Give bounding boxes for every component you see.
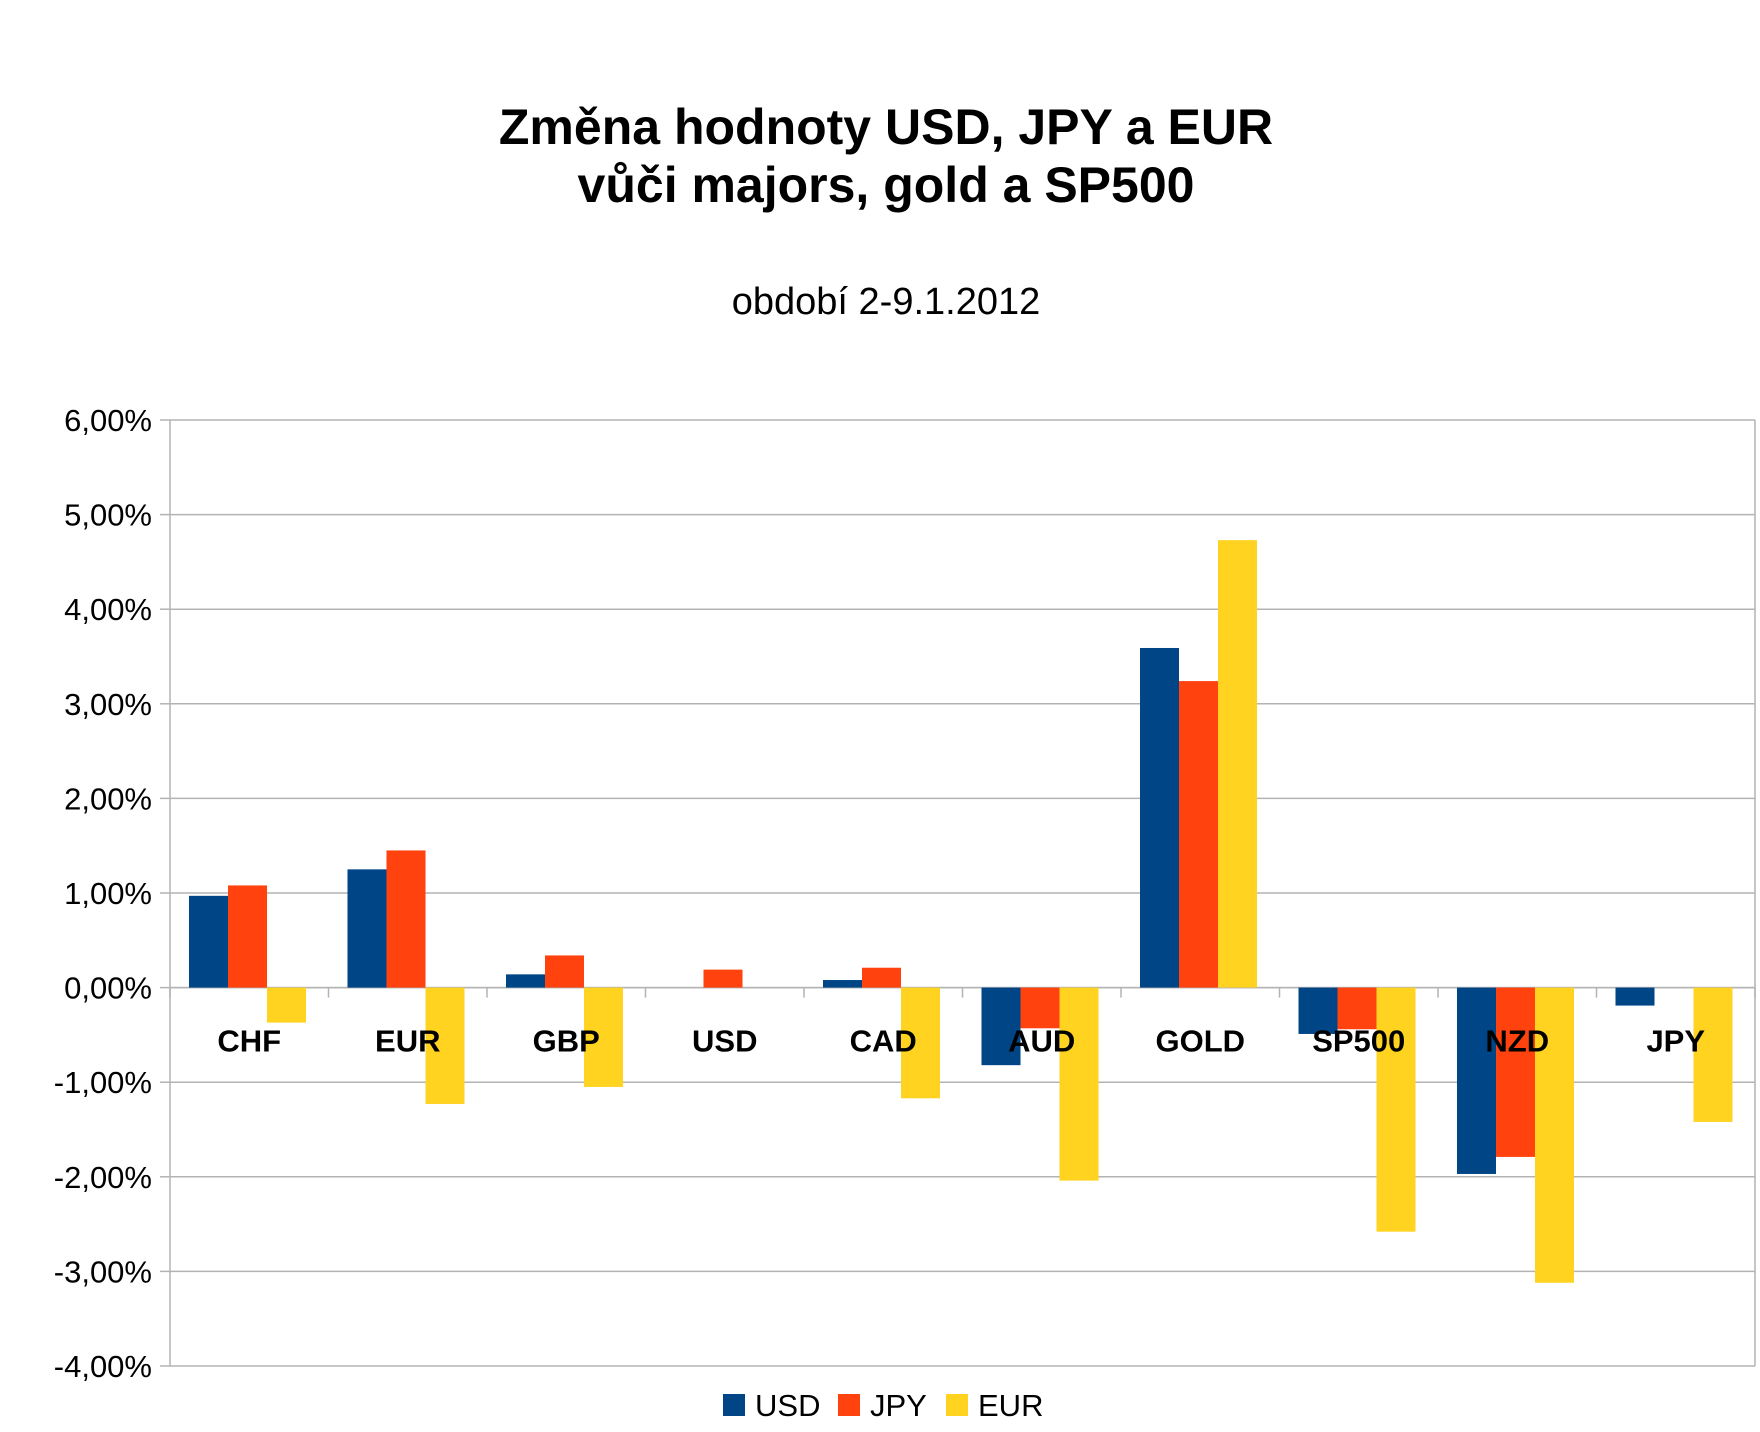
legend: USD JPY EUR <box>723 1388 1043 1423</box>
bar-jpy-gbp <box>545 955 584 988</box>
chart-subtitle: období 2-9.1.2012 <box>732 281 1041 323</box>
bar-jpy-chf <box>228 885 267 988</box>
category-label: CAD <box>850 1024 917 1059</box>
bar-jpy-sp500 <box>1337 987 1377 1030</box>
category-label: CHF <box>217 1024 281 1059</box>
legend-swatch-eur <box>946 1394 968 1416</box>
bar-usd-nzd <box>1457 987 1496 1174</box>
axes: 6,00% 5,00% 4,00% 3,00% 2,00% 1,00% 0,00% -1,00… <box>54 403 1756 1384</box>
legend-swatch-usd <box>723 1394 745 1416</box>
bar-usd-sp500 <box>1298 987 1338 1034</box>
category-label: NZD <box>1485 1024 1549 1059</box>
bar-usd-aud <box>981 987 1021 1066</box>
bar-jpy-nzd <box>1496 987 1535 1157</box>
bar-usd-chf <box>189 895 228 988</box>
bar-jpy-cad <box>862 967 901 988</box>
y-tick-label: 1,00% <box>64 876 152 911</box>
bar-jpy-usd <box>703 969 743 988</box>
bar-jpy-gold <box>1179 681 1218 988</box>
bar-eur-gold <box>1218 540 1257 988</box>
category-label: GBP <box>533 1024 600 1059</box>
y-tick-label: -2,00% <box>54 1160 152 1195</box>
legend-label: EUR <box>978 1388 1043 1423</box>
y-tick-label: -4,00% <box>54 1349 152 1384</box>
bar-eur-jpy <box>1693 987 1733 1122</box>
bar-eur-sp500 <box>1376 987 1416 1232</box>
category-label: AUD <box>1008 1024 1075 1059</box>
bar-usd-jpy <box>1615 987 1655 1006</box>
bar-usd-gold <box>1140 647 1179 988</box>
y-tick-label: 5,00% <box>64 498 152 533</box>
bar-eur-chf <box>267 987 306 1023</box>
y-tick-label: -3,00% <box>54 1254 152 1289</box>
chart-title-line-2: vůči majors, gold a SP500 <box>578 157 1195 213</box>
bar-usd-cad <box>823 980 862 988</box>
y-tick-label: 2,00% <box>64 781 152 816</box>
category-label: JPY <box>1646 1024 1705 1059</box>
category-label: EUR <box>375 1024 440 1059</box>
y-tick-label: -1,00% <box>54 1065 152 1100</box>
category-label: SP500 <box>1312 1024 1405 1059</box>
bars <box>189 540 1733 1283</box>
y-tick-label: 0,00% <box>64 971 152 1006</box>
chart-title-line-1: Změna hodnoty USD, JPY a EUR <box>499 99 1273 155</box>
category-label: GOLD <box>1155 1024 1245 1059</box>
bar-eur-aud <box>1059 987 1099 1181</box>
category-label: USD <box>692 1024 757 1059</box>
bar-eur-eur <box>425 987 465 1104</box>
legend-swatch-jpy <box>838 1394 860 1416</box>
bar-eur-gbp <box>584 987 623 1087</box>
bar-usd-eur <box>347 869 387 988</box>
legend-label: JPY <box>870 1388 927 1423</box>
y-tick-label: 3,00% <box>64 687 152 722</box>
bar-eur-cad <box>901 987 940 1099</box>
bar-eur-nzd <box>1535 987 1574 1283</box>
bar-jpy-aud <box>1020 987 1060 1029</box>
category-labels: CHF EUR GBP USD CAD AUD GOLD SP500 NZD JPY <box>217 1024 1705 1059</box>
y-tick-label: 4,00% <box>64 592 152 627</box>
y-tick-label: 6,00% <box>64 403 152 438</box>
bar-usd-gbp <box>506 974 545 988</box>
bar-jpy-eur <box>386 850 426 988</box>
legend-label: USD <box>755 1388 820 1423</box>
